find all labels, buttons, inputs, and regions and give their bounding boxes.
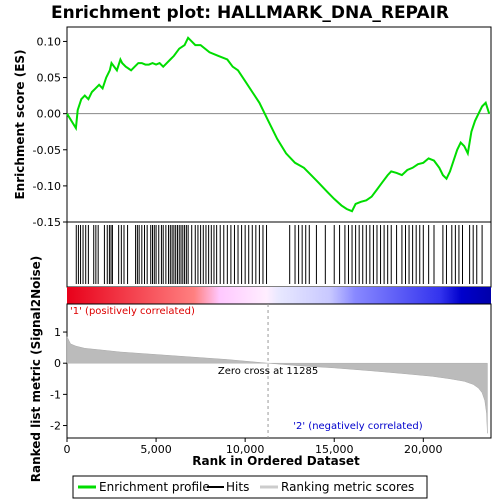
legend-hits-label: Hits bbox=[226, 480, 249, 494]
x-axis-label: Rank in Ordered Dataset bbox=[192, 454, 360, 468]
ranking-color-bar bbox=[67, 287, 491, 304]
chart-title: Enrichment plot: HALLMARK_DNA_REPAIR bbox=[51, 3, 449, 23]
es-y-axis-label: Enrichment score (ES) bbox=[13, 49, 27, 199]
es-panel-frame bbox=[66, 26, 492, 223]
hits-panel-frame bbox=[66, 221, 492, 288]
es-y-tick-label: -0.15 bbox=[33, 216, 61, 229]
metric-y-tick-label: -2 bbox=[50, 420, 61, 433]
hits-marks bbox=[75, 225, 483, 284]
es-y-tick-label: 0.10 bbox=[37, 35, 62, 48]
metric-panel-frame bbox=[66, 303, 492, 439]
legend-box bbox=[72, 475, 428, 499]
metric-y-tick-label: 1 bbox=[54, 326, 61, 339]
x-tick-label: 20,000 bbox=[404, 443, 443, 456]
legend-profile-label: Enrichment profile bbox=[99, 480, 210, 494]
es-y-tick-label: -0.10 bbox=[33, 180, 61, 193]
x-tick-label: 15,000 bbox=[315, 443, 354, 456]
metric-y-ticks: 1 0 -1 -2 bbox=[50, 326, 67, 433]
zero-cross-label: Zero cross at 11285 bbox=[218, 366, 318, 377]
x-axis-ticks: 0 5,000 10,000 15,000 20,000 bbox=[64, 438, 443, 456]
es-y-ticks: 0.10 0.05 0.00 -0.05 -0.10 -0.15 bbox=[33, 35, 67, 229]
metric-y-axis-label: Ranked list metric (Signal2Noise) bbox=[29, 256, 43, 483]
positive-correlated-label: '1' (positively correlated) bbox=[70, 306, 195, 317]
legend: Enrichment profile Hits Ranking metric s… bbox=[72, 475, 428, 499]
x-tick-label: 0 bbox=[64, 443, 71, 456]
es-y-tick-label: 0.00 bbox=[37, 108, 62, 121]
ranking-metric-area bbox=[66, 336, 488, 434]
negative-correlated-label: '2' (negatively correlated) bbox=[293, 421, 422, 432]
x-tick-label: 5,000 bbox=[140, 443, 172, 456]
es-y-tick-label: -0.05 bbox=[33, 144, 61, 157]
metric-y-tick-label: -1 bbox=[50, 388, 61, 401]
legend-metric-label: Ranking metric scores bbox=[281, 480, 414, 494]
enrichment-profile-line bbox=[66, 36, 491, 213]
x-tick-label: 10,000 bbox=[226, 443, 265, 456]
metric-y-tick-label: 0 bbox=[54, 357, 61, 370]
es-y-tick-label: 0.05 bbox=[37, 72, 62, 85]
